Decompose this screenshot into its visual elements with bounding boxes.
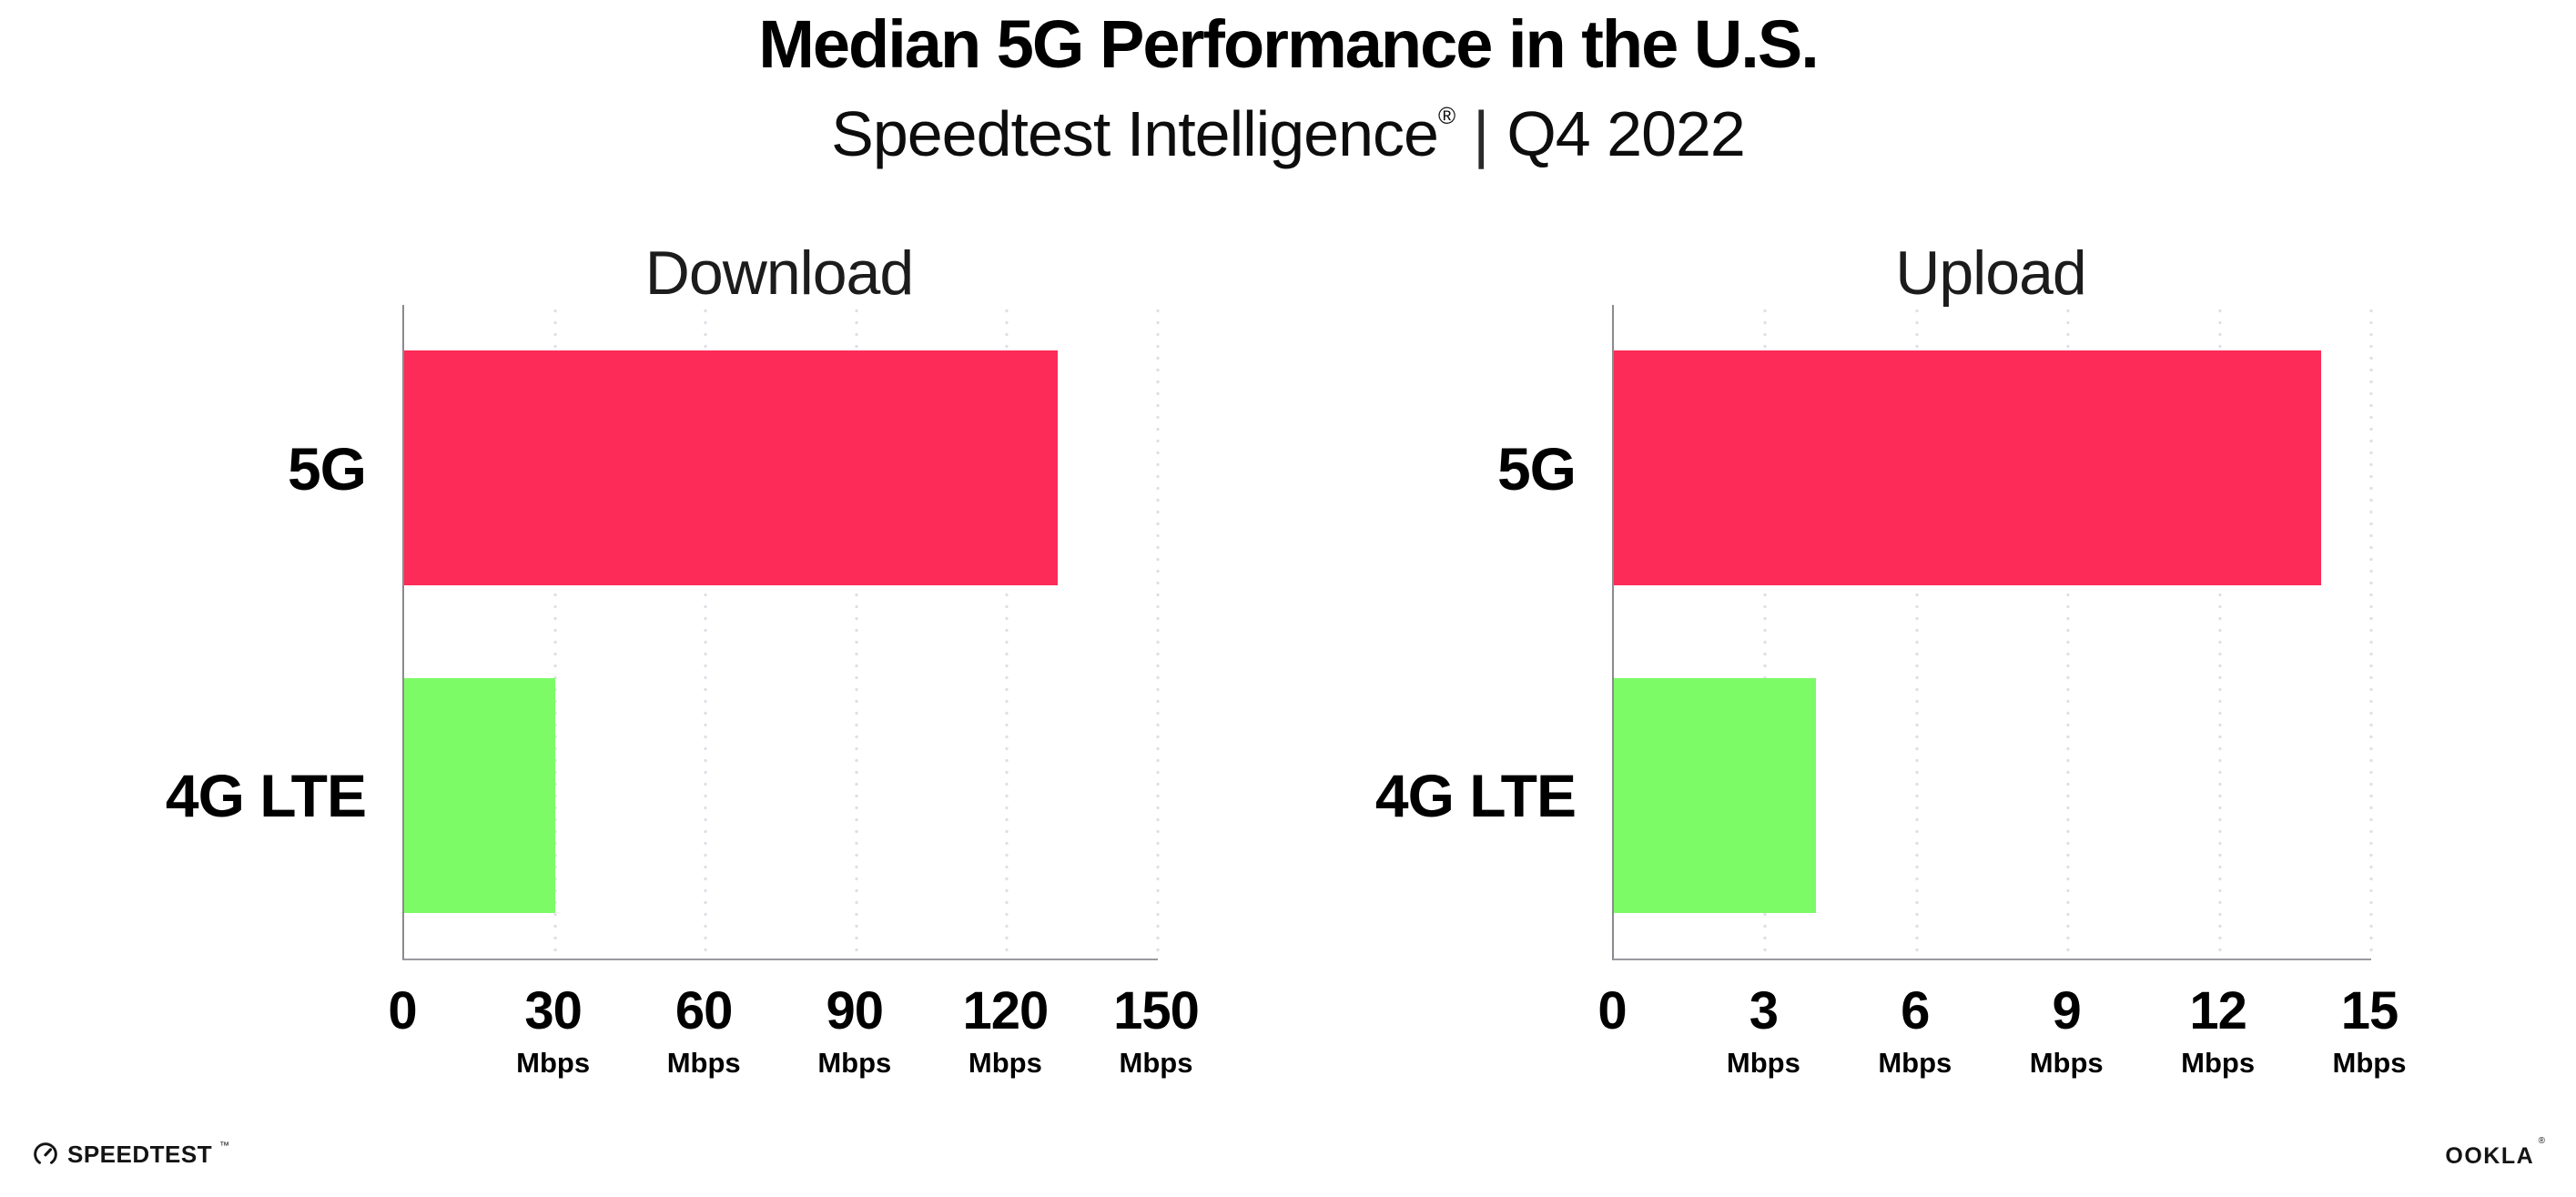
download-plot-area bbox=[402, 305, 1160, 960]
x-tick-unit-150-download: Mbps bbox=[1119, 1047, 1193, 1079]
ookla-logo: OOKLA ® bbox=[2445, 1136, 2545, 1170]
subtitle-brand: Speedtest Intelligence bbox=[831, 98, 1439, 169]
bar-4g-lte-upload bbox=[1614, 678, 1816, 913]
gridline-60 bbox=[704, 305, 708, 959]
x-tick-6-upload: 6 bbox=[1901, 981, 1930, 1040]
gridline-150 bbox=[1156, 305, 1160, 959]
bar-5g-download bbox=[404, 350, 1058, 585]
speedtest-wordmark: SPEEDTEST bbox=[67, 1140, 213, 1168]
gridline-3 bbox=[1763, 305, 1768, 959]
page-subtitle: Speedtest Intelligence® | Q4 2022 bbox=[0, 102, 2576, 166]
x-tick-unit-9-upload: Mbps bbox=[2029, 1047, 2104, 1079]
subtitle-period: Q4 2022 bbox=[1506, 98, 1746, 169]
x-tick-unit-120-download: Mbps bbox=[968, 1047, 1042, 1079]
x-tick-150-download: 150 bbox=[1113, 981, 1200, 1040]
gridline-15 bbox=[2369, 305, 2373, 959]
ookla-wordmark: OOKLA bbox=[2445, 1143, 2535, 1169]
subtitle-divider: | bbox=[1473, 98, 1489, 169]
gridline-12 bbox=[2217, 305, 2222, 959]
gridline-9 bbox=[2066, 305, 2071, 959]
x-tick-90-download: 90 bbox=[826, 981, 885, 1040]
x-tick-12-upload: 12 bbox=[2189, 981, 2247, 1040]
x-tick-3-upload: 3 bbox=[1749, 981, 1779, 1040]
trademark-symbol: ™ bbox=[219, 1141, 230, 1151]
gridline-120 bbox=[1005, 305, 1009, 959]
x-tick-unit-6-upload: Mbps bbox=[1878, 1047, 1952, 1079]
download-chart-title: Download bbox=[644, 238, 914, 308]
gridline-90 bbox=[854, 305, 858, 959]
x-tick-60-download: 60 bbox=[674, 981, 734, 1040]
x-tick-15-upload: 15 bbox=[2340, 981, 2399, 1040]
bar-5g-upload bbox=[1614, 350, 2321, 585]
y-label-5g-upload: 5G bbox=[1496, 435, 1577, 502]
y-label-4g-lte-download: 4G LTE bbox=[165, 762, 367, 829]
upload-plot-area bbox=[1612, 305, 2373, 960]
x-tick-unit-15-upload: Mbps bbox=[2332, 1047, 2407, 1079]
x-tick-9-upload: 9 bbox=[2052, 981, 2082, 1040]
bar-4g-lte-download bbox=[404, 678, 555, 913]
registered-mark: ® bbox=[1437, 102, 1455, 129]
speedtest-logo: SPEEDTEST ™ bbox=[31, 1140, 229, 1169]
upload-chart-title: Upload bbox=[1895, 238, 2087, 308]
x-tick-120-download: 120 bbox=[962, 981, 1050, 1040]
x-tick-unit-3-upload: Mbps bbox=[1726, 1047, 1800, 1079]
x-tick-unit-30-download: Mbps bbox=[516, 1047, 591, 1079]
x-tick-0-upload: 0 bbox=[1597, 981, 1627, 1040]
x-tick-unit-12-upload: Mbps bbox=[2181, 1047, 2256, 1079]
gridline-30 bbox=[553, 305, 557, 959]
x-tick-0-download: 0 bbox=[388, 981, 417, 1040]
x-tick-unit-90-download: Mbps bbox=[817, 1047, 892, 1079]
page-title: Median 5G Performance in the U.S. bbox=[758, 6, 1820, 82]
x-tick-30-download: 30 bbox=[524, 981, 583, 1040]
x-tick-unit-60-download: Mbps bbox=[666, 1047, 741, 1079]
gridline-6 bbox=[1914, 305, 1919, 959]
y-label-5g-download: 5G bbox=[287, 435, 367, 502]
y-label-4g-lte-upload: 4G LTE bbox=[1374, 762, 1577, 829]
registered-symbol: ® bbox=[2538, 1136, 2545, 1146]
speedtest-gauge-icon bbox=[31, 1140, 60, 1169]
